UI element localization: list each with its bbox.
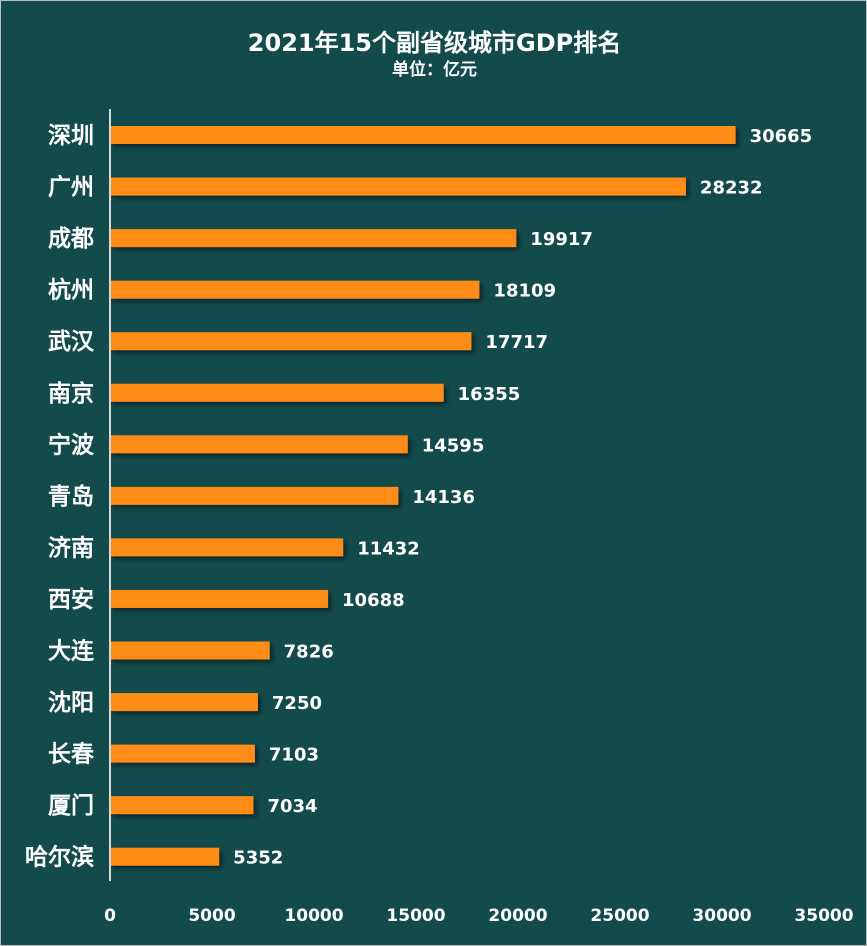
data-label: 16355 [458, 384, 521, 405]
category-label: 哈尔滨 [25, 844, 94, 871]
data-label: 10688 [342, 590, 405, 611]
data-label: 30665 [750, 126, 813, 147]
bar-2 [110, 229, 517, 248]
data-label: 11432 [357, 538, 420, 559]
bar-5 [110, 383, 444, 402]
x-tick-label: 15000 [386, 906, 445, 926]
bar-0 [110, 126, 736, 144]
data-label: 14136 [412, 487, 475, 508]
category-label: 沈阳 [48, 690, 94, 716]
category-label: 南京 [48, 380, 94, 407]
data-label: 28232 [700, 178, 763, 199]
x-tick-label: 25000 [590, 906, 649, 926]
category-label: 青岛 [48, 483, 94, 510]
data-label: 18109 [493, 281, 556, 302]
chart-title: 2021年15个副省级城市GDP排名 [247, 29, 622, 57]
x-tick-label: 20000 [488, 906, 547, 926]
bar-9 [110, 589, 329, 608]
bar-8 [110, 538, 344, 557]
x-tick-label: 10000 [284, 906, 343, 926]
category-label: 杭州 [48, 277, 94, 304]
bar-7 [110, 486, 399, 505]
category-label: 广州 [48, 174, 94, 201]
data-label: 5352 [233, 848, 283, 869]
bar-1 [110, 177, 686, 196]
bar-10 [110, 641, 270, 660]
data-label: 7034 [267, 796, 317, 817]
data-label: 7826 [284, 642, 334, 663]
category-label: 厦门 [48, 792, 94, 819]
x-tick-label: 5000 [188, 906, 235, 926]
category-label: 济南 [48, 534, 94, 561]
x-tick-label: 0 [104, 906, 116, 926]
category-label: 成都 [48, 226, 94, 252]
category-label: 长春 [48, 742, 95, 768]
category-label: 深圳 [48, 123, 94, 149]
category-label: 西安 [48, 586, 94, 613]
category-label: 宁波 [48, 431, 95, 458]
category-label: 大连 [48, 638, 95, 665]
bar-11 [110, 693, 258, 712]
bar-4 [110, 332, 472, 351]
x-tick-label: 30000 [692, 906, 751, 926]
data-label: 14595 [422, 435, 485, 456]
data-label: 7103 [269, 745, 319, 766]
category-label: 武汉 [48, 329, 95, 355]
bar-6 [110, 435, 408, 454]
data-label: 19917 [530, 229, 593, 250]
bar-3 [110, 280, 480, 299]
bar-14 [110, 847, 220, 866]
bar-13 [110, 796, 254, 815]
chart-subtitle: 单位：亿元 [392, 60, 477, 80]
data-label: 7250 [272, 693, 322, 714]
data-label: 17717 [485, 332, 548, 353]
x-tick-label: 35000 [794, 906, 853, 926]
bar-12 [110, 744, 255, 763]
